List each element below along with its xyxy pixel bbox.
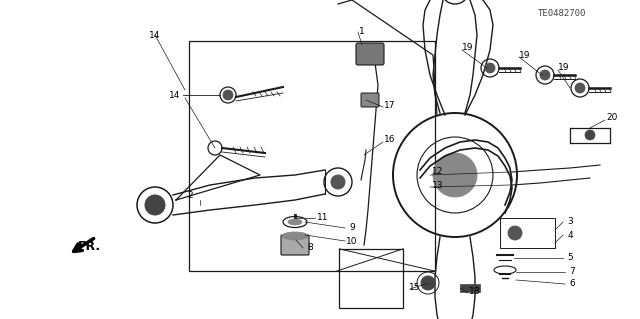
Bar [460, 284, 480, 292]
Circle shape [331, 175, 345, 189]
FancyBboxPatch shape [361, 93, 379, 107]
Text: 14: 14 [149, 31, 161, 40]
Text: 19: 19 [558, 63, 570, 72]
Text: 13: 13 [432, 181, 444, 189]
Circle shape [223, 90, 233, 100]
Text: 2: 2 [187, 190, 193, 199]
Text: 18: 18 [469, 287, 481, 296]
Text: 10: 10 [346, 236, 358, 246]
Circle shape [508, 226, 522, 240]
Circle shape [575, 83, 585, 93]
Text: 17: 17 [384, 100, 396, 109]
Text: 15: 15 [409, 284, 420, 293]
Text: 7: 7 [569, 268, 575, 277]
Text: 12: 12 [432, 167, 444, 176]
Text: 3: 3 [567, 218, 573, 226]
Circle shape [485, 63, 495, 73]
Text: TE0482700: TE0482700 [538, 10, 586, 19]
Circle shape [585, 130, 595, 140]
Text: 1: 1 [359, 27, 365, 36]
Ellipse shape [282, 232, 308, 240]
Circle shape [433, 153, 477, 197]
Circle shape [421, 276, 435, 290]
Text: 20: 20 [606, 114, 618, 122]
Text: FR.: FR. [78, 241, 101, 254]
Text: 11: 11 [317, 213, 329, 222]
Text: 16: 16 [384, 136, 396, 145]
Text: 14: 14 [170, 91, 180, 100]
Bar [339, 249, 403, 308]
FancyBboxPatch shape [356, 43, 384, 65]
Text: 4: 4 [567, 231, 573, 240]
Text: 19: 19 [519, 50, 531, 60]
Text: 6: 6 [569, 279, 575, 288]
Text: 9: 9 [349, 224, 355, 233]
Circle shape [540, 70, 550, 80]
Ellipse shape [288, 219, 302, 225]
Bar [189, 41, 435, 271]
Bar [500, 218, 555, 248]
Text: 5: 5 [567, 254, 573, 263]
Circle shape [145, 195, 165, 215]
Text: 19: 19 [462, 43, 474, 53]
FancyBboxPatch shape [281, 235, 309, 255]
Text: 8: 8 [307, 243, 313, 253]
